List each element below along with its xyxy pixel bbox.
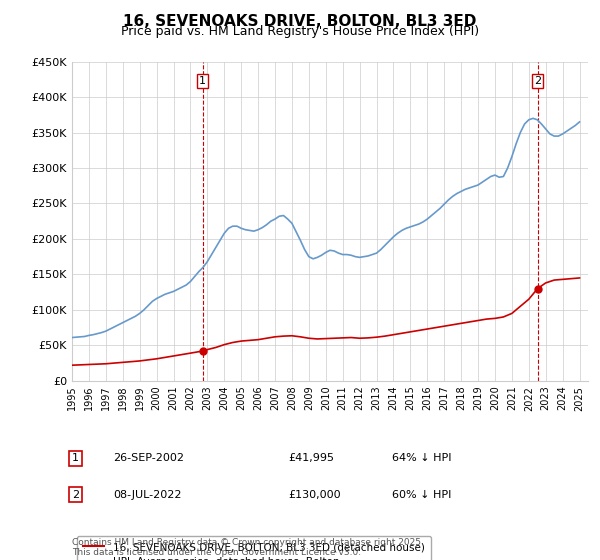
Text: Price paid vs. HM Land Registry's House Price Index (HPI): Price paid vs. HM Land Registry's House …	[121, 25, 479, 38]
Text: £130,000: £130,000	[289, 489, 341, 500]
Text: 16, SEVENOAKS DRIVE, BOLTON, BL3 3ED: 16, SEVENOAKS DRIVE, BOLTON, BL3 3ED	[124, 14, 476, 29]
Text: Contains HM Land Registry data © Crown copyright and database right 2025.
This d: Contains HM Land Registry data © Crown c…	[72, 538, 424, 557]
Text: £41,995: £41,995	[289, 454, 335, 463]
Text: 26-SEP-2002: 26-SEP-2002	[113, 454, 184, 463]
Text: 2: 2	[534, 76, 541, 86]
Text: 1: 1	[72, 454, 79, 463]
Legend: 16, SEVENOAKS DRIVE, BOLTON, BL3 3ED (detached house), HPI: Average price, detac: 16, SEVENOAKS DRIVE, BOLTON, BL3 3ED (de…	[77, 536, 431, 560]
Text: 1: 1	[199, 76, 206, 86]
Text: 64% ↓ HPI: 64% ↓ HPI	[392, 454, 451, 463]
Text: 60% ↓ HPI: 60% ↓ HPI	[392, 489, 451, 500]
Text: 2: 2	[72, 489, 79, 500]
Text: 08-JUL-2022: 08-JUL-2022	[113, 489, 182, 500]
